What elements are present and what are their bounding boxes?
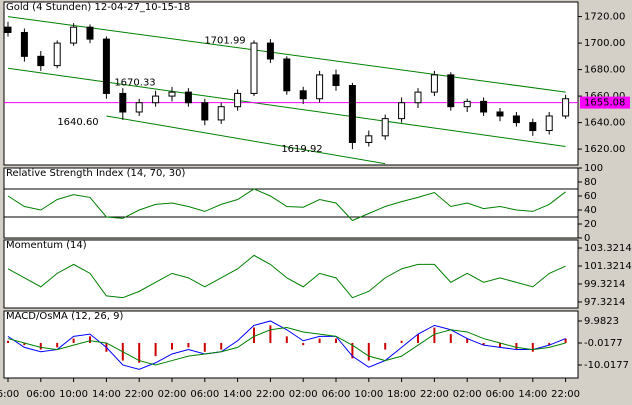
plot-area	[7, 320, 567, 370]
candle-body	[430, 74, 438, 93]
annotation: 1619.92	[281, 144, 322, 155]
candle-body	[102, 38, 110, 94]
indicator-line	[7, 188, 566, 222]
x-tick-label: 02:00	[453, 389, 482, 400]
y-tick-label: -10.0177	[584, 360, 629, 371]
x-tick-label: 10:00	[59, 389, 88, 400]
y-tick-label: 60	[584, 191, 597, 202]
y-tick-label: -0.0177	[584, 338, 623, 349]
candle-body	[398, 102, 406, 120]
candle-body	[332, 74, 340, 86]
last-price-label: 1655.08	[584, 98, 625, 109]
x-tick-label: 06:00	[26, 389, 55, 400]
candle-body	[266, 42, 274, 60]
candle-body	[348, 84, 356, 143]
y-tick-label: 20	[584, 219, 597, 230]
candle-body	[562, 98, 570, 117]
candle-body	[135, 102, 143, 113]
annotation: 1640.60	[57, 117, 98, 128]
annotation: 1670.33	[114, 77, 155, 88]
candle-body	[463, 100, 471, 108]
y-tick-label: 80	[584, 177, 597, 188]
y-tick-label: 1720.00	[584, 12, 625, 23]
channel-line	[106, 115, 386, 165]
x-tick-label: 10:00	[354, 389, 383, 400]
indicator-line	[7, 254, 566, 299]
x-tick-label: 22:00	[551, 389, 580, 400]
x-tick-label: 02:00	[158, 389, 187, 400]
candle-body	[529, 122, 537, 132]
x-tick-label: 02:00	[289, 389, 318, 400]
candle-body	[480, 100, 488, 113]
candle-body	[365, 135, 373, 143]
y-tick-label: 1680.00	[584, 65, 625, 76]
candle-body	[283, 58, 291, 92]
candle-body	[316, 74, 324, 100]
candle-body	[201, 102, 209, 121]
y-tick-label: 9.9823	[584, 316, 619, 327]
x-tick-label: 22:00	[125, 389, 154, 400]
panel-frame	[3, 239, 579, 309]
panel-title: Gold (4 Stunden) 12-04-27_10-15-18	[6, 2, 190, 13]
candle-body	[545, 115, 553, 132]
panel-title: Momentum (14)	[6, 240, 87, 251]
candle-body	[496, 111, 504, 117]
x-tick-label: 14:00	[223, 389, 252, 400]
candle-body	[447, 74, 455, 108]
plot-area	[4, 16, 578, 165]
y-tick-label: 1660.00	[584, 91, 625, 102]
y-tick-label: 40	[584, 205, 597, 216]
x-tick-label: 6:00	[0, 389, 19, 400]
candle-body	[299, 90, 307, 100]
x-tick-label: 22:00	[420, 389, 449, 400]
x-tick-label: 18:00	[387, 389, 416, 400]
candle-body	[53, 42, 61, 67]
x-tick-label: 14:00	[518, 389, 547, 400]
candle-body	[152, 95, 160, 104]
candle-body	[234, 92, 242, 108]
y-tick-label: 103.3214	[584, 243, 632, 254]
candle-body	[250, 42, 258, 94]
y-tick-label: 1700.00	[584, 38, 625, 49]
y-tick-label: 1640.00	[584, 118, 625, 129]
y-tick-label: 99.3214	[584, 279, 625, 290]
panel-title: Relative Strength Index (14, 70, 30)	[6, 168, 185, 179]
y-tick-label: 0	[584, 233, 590, 244]
y-tick-label: 1620.00	[584, 144, 625, 155]
candle-body	[4, 26, 12, 33]
panel-title: MACD/OsMA (12, 26, 9)	[6, 311, 124, 322]
candle-body	[381, 118, 389, 137]
y-tick-label: 97.3214	[584, 297, 625, 308]
macd-line	[7, 327, 566, 366]
y-tick-label: 101.3214	[584, 261, 632, 272]
panel-frame	[3, 167, 579, 239]
candle-body	[184, 91, 192, 104]
x-tick-label: 22:00	[256, 389, 285, 400]
last-price-box	[580, 96, 630, 109]
plot-area	[7, 254, 566, 299]
x-tick-label: 14:00	[92, 389, 121, 400]
candle-body	[37, 55, 45, 67]
candle-body	[119, 92, 127, 113]
candle-body	[86, 26, 94, 40]
candle-body	[168, 91, 176, 97]
candle-body	[20, 31, 28, 57]
channel-line	[7, 16, 566, 93]
macd-line	[7, 320, 566, 370]
x-tick-label: 06:00	[190, 389, 219, 400]
y-tick-label: 100	[584, 163, 603, 174]
candle-body	[217, 106, 225, 121]
x-tick-label: 06:00	[486, 389, 515, 400]
candle-body	[70, 26, 78, 44]
x-tick-label: 06:00	[322, 389, 351, 400]
channel-line	[7, 67, 566, 147]
candle-body	[512, 115, 520, 124]
annotation: 1701.99	[204, 35, 245, 46]
plot-area	[4, 188, 578, 222]
candle-body	[414, 91, 422, 104]
